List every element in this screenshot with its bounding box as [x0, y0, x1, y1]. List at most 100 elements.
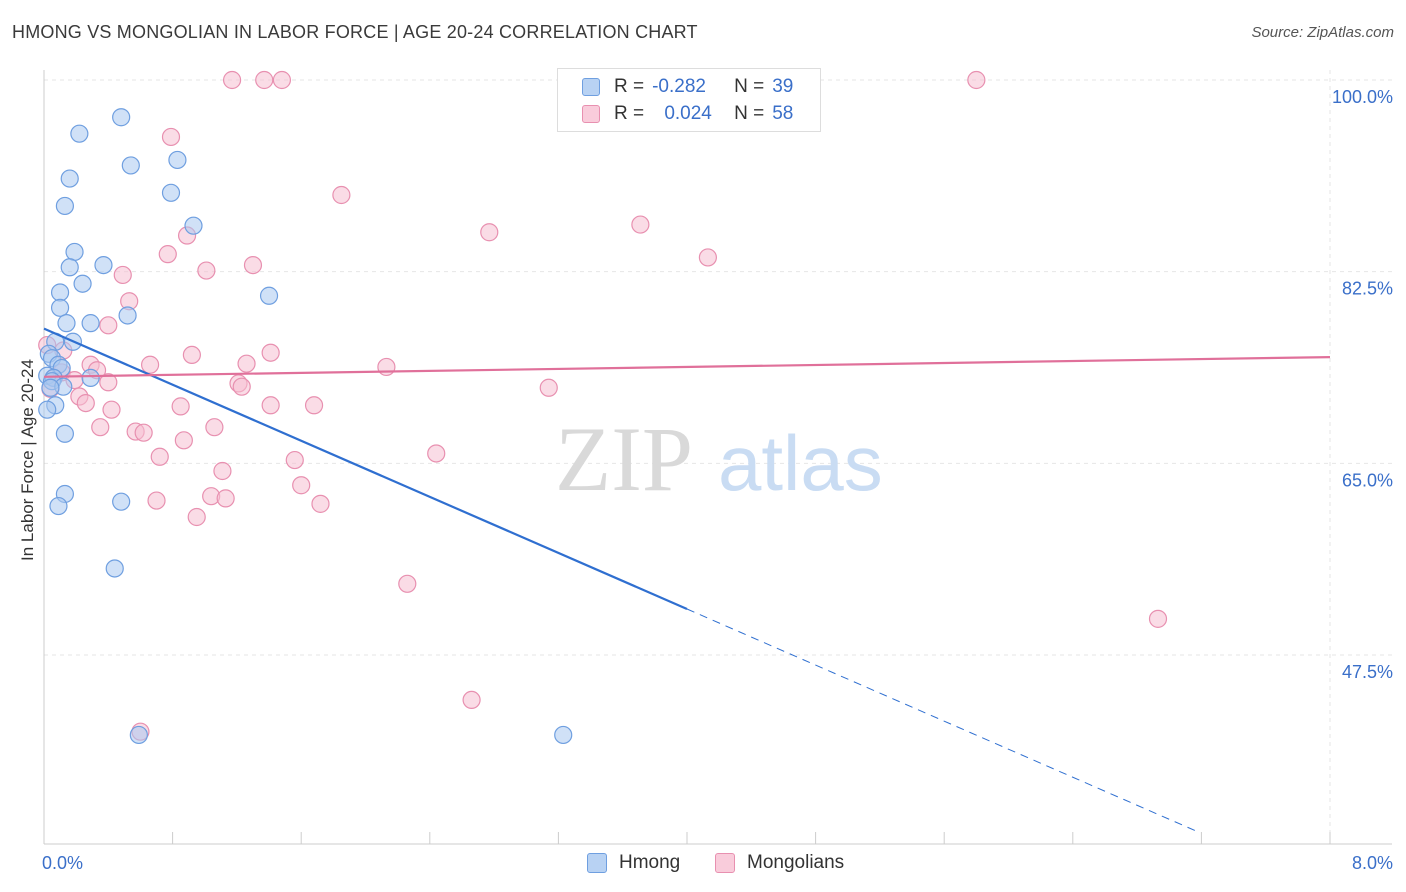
legend-row-mongolians: R = 0.024 N = 58 [582, 103, 793, 125]
hmong-point-9 [94, 255, 113, 275]
mongolians-point-6 [631, 215, 650, 234]
hmong-point-34 [49, 496, 68, 516]
legend-n-label-2: N = [734, 103, 765, 124]
mongolians-point-42 [134, 423, 153, 442]
mongolians-point-45 [427, 444, 446, 463]
hmong-point-8 [65, 242, 84, 262]
y-tick-label-0: 100.0% [1332, 87, 1393, 107]
hmong-legend-swatch [587, 853, 607, 873]
legend-item-mongolians[interactable]: Mongolians [715, 852, 844, 874]
mongolians-point-37 [304, 396, 324, 415]
mongolians-point-13 [113, 265, 132, 285]
mongolians-point-15 [99, 316, 118, 335]
chart-title: HMONG VS MONGOLIAN IN LABOR FORCE | AGE … [12, 22, 698, 42]
hmong-point-35 [112, 492, 131, 511]
legend-n-label: N = [734, 76, 765, 97]
x-tick-label-right: 8.0% [1352, 853, 1393, 873]
mongolians-point-31 [539, 378, 558, 397]
hmong-point-11 [73, 274, 92, 293]
trend-lines [43, 327, 1331, 833]
mongolians-points [38, 70, 1168, 741]
mongolians-point-39 [91, 418, 110, 437]
mongolians-point-28 [99, 373, 118, 392]
mongolians-point-48 [292, 476, 311, 495]
mongolians-point-5 [332, 185, 351, 205]
mongolians-legend-label: Mongolians [747, 852, 845, 873]
source-label: Source: ZipAtlas.com [1251, 24, 1394, 41]
mongolians-point-9 [158, 245, 177, 264]
mongolians-point-52 [311, 494, 330, 513]
mongolians-point-54 [398, 574, 417, 593]
hmong-point-13 [259, 286, 279, 305]
y-tick-label-3: 47.5% [1342, 662, 1393, 682]
mongolians-point-12 [197, 261, 216, 280]
mongolians-point-4 [161, 127, 181, 147]
hmong-point-0 [70, 124, 89, 143]
hmong-point-10 [60, 258, 79, 277]
hmong-point-15 [118, 306, 137, 325]
mongolians-point-51 [147, 491, 166, 510]
mongolians-point-36 [261, 396, 280, 415]
hmong-point-6 [55, 196, 74, 216]
mongolians-r-value: 0.024 [664, 103, 712, 124]
hmong-point-2 [168, 150, 187, 170]
y-tick-labels: 100.0% 82.5% 65.0% 47.5% [1332, 87, 1393, 682]
hmong-swatch [582, 78, 600, 96]
stats-legend: R = -0.282 N = 39 R = 0.024 N = 58 [557, 68, 821, 132]
hmong-r-value: -0.282 [652, 76, 706, 97]
hmong-legend-label: Hmong [619, 852, 681, 873]
mongolians-point-7 [480, 223, 499, 242]
y-tick-label-1: 82.5% [1342, 279, 1393, 299]
hmong-point-36 [105, 559, 124, 578]
mongolians-point-50 [216, 489, 235, 508]
mongolians-point-0 [222, 70, 242, 90]
mongolians-point-44 [150, 447, 169, 466]
mongolians-point-43 [174, 431, 193, 450]
mongolians-point-47 [213, 461, 232, 481]
mongolians-point-20 [140, 355, 160, 374]
watermark-atlas: atlas [718, 419, 883, 507]
legend-r-label: R = [614, 76, 645, 97]
mongolians-point-22 [377, 357, 396, 377]
legend-r-label-2: R = [614, 103, 645, 124]
mongolians-point-34 [76, 393, 95, 413]
mongolians-point-56 [462, 690, 481, 710]
mongolians-point-18 [182, 345, 201, 365]
series-legend: Hmong Mongolians [0, 852, 1406, 878]
mongolians-legend-swatch [715, 853, 735, 873]
hmong-point-26 [81, 368, 100, 388]
mongolians-point-46 [285, 450, 304, 470]
mongolians-point-35 [171, 397, 190, 416]
hmong-point-37 [129, 725, 148, 745]
hmong-point-16 [57, 314, 76, 333]
mongolians-point-55 [1148, 609, 1168, 628]
mongolians-n-value: 58 [772, 103, 794, 124]
mongolians-point-40 [205, 418, 224, 437]
x-tick-labels: 0.0% 8.0% [42, 853, 1393, 873]
mongolians-trend-line [43, 355, 1331, 378]
mongolians-point-30 [232, 377, 251, 396]
y-tick-label-2: 65.0% [1342, 470, 1393, 490]
hmong-n-value: 39 [772, 76, 794, 97]
watermark-zip: ZIP [555, 408, 693, 510]
hmong-point-1 [112, 108, 131, 127]
mongolians-point-19 [261, 343, 280, 362]
mongolians-point-1 [255, 70, 274, 90]
hmong-point-4 [60, 169, 79, 188]
hmong-point-3 [121, 156, 140, 175]
hmong-point-38 [554, 725, 573, 745]
hmong-point-32 [55, 424, 74, 443]
mongolians-point-38 [102, 400, 121, 419]
legend-item-hmong[interactable]: Hmong [587, 852, 680, 874]
x-tick-label-left: 0.0% [42, 853, 83, 873]
hmong-point-7 [184, 216, 203, 235]
axis-layer [43, 70, 1392, 845]
mongolians-point-3 [967, 70, 986, 90]
mongolians-point-21 [237, 354, 256, 373]
hmong-point-29 [41, 378, 60, 397]
mongolians-swatch [582, 105, 600, 123]
hmong-point-5 [161, 183, 181, 202]
legend-row-hmong: R = -0.282 N = 39 [582, 76, 793, 98]
hmong-points [38, 108, 573, 745]
